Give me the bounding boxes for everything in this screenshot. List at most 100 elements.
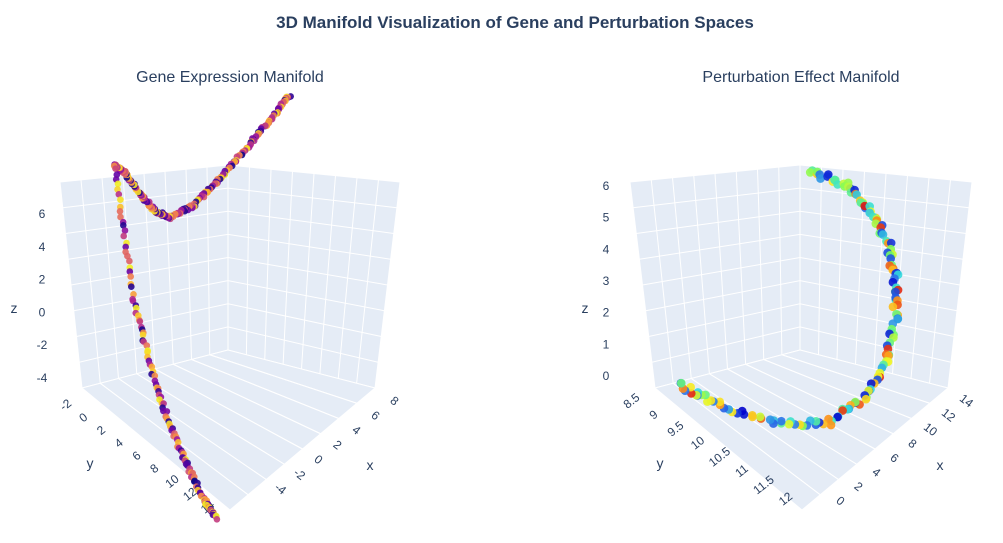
data-point [114,180,122,188]
x-tick-label: 8 [906,436,920,451]
y-tick-label: 9.5 [665,418,687,440]
wall-gridline-horizontal [68,233,391,260]
z-tick-label: 0 [39,305,46,319]
data-point [117,213,124,221]
subplot-title-perturbation: Perturbation Effect Manifold [702,69,899,86]
x-tick-label: 8 [388,393,402,408]
floor-gridline [191,359,339,419]
z-tick-label: 0 [603,369,610,383]
wall-gridline-horizontal [642,256,961,286]
data-point [115,191,123,198]
data-point [112,165,119,172]
data-point [130,291,137,298]
x-tick-label: 2 [852,479,866,494]
data-point [677,378,686,388]
z-tick-label: -4 [37,371,48,385]
wall-gridline-horizontal [79,326,379,363]
wall-gridline-vertical [185,169,192,360]
z-tick-label: 6 [603,179,610,193]
x-tick-label: 12 [939,406,958,425]
data-point [703,397,712,406]
wall-gridline-horizontal [651,326,952,363]
data-point [136,318,144,325]
wall-gridline-horizontal [70,256,388,286]
z-tick-label: 4 [39,240,46,254]
data-point [805,168,815,177]
data-point [784,419,794,429]
z-tick-label: 2 [603,306,610,320]
x-axis-label: x [937,457,944,473]
x-axis-label: x [367,457,374,473]
wall-gridline-horizontal [639,233,964,260]
floor-gridline [763,359,912,419]
wall-gridline-vertical [873,173,887,370]
y-tick-label: 10 [688,433,707,452]
wall-gridline-horizontal [636,210,967,234]
y-tick-label: 4 [112,435,126,450]
figure-title: 3D Manifold Visualization of Gene and Pe… [276,13,754,32]
data-point [121,227,129,234]
data-point [126,268,134,275]
wall-gridline-horizontal [76,303,382,337]
wall-gridline-horizontal [65,210,394,234]
wall-gridline-vertical [164,171,174,365]
x-tick-label: -4 [272,480,289,498]
data-point [151,372,159,380]
y-tick-label: 0 [76,410,90,425]
y-tick-label: 2 [94,423,108,438]
wall-gridline-horizontal [633,187,970,209]
data-point [838,406,847,415]
z-tick-label: 1 [603,337,610,351]
z-axis-label: z [11,300,18,316]
wall-gridline-vertical [356,179,379,384]
data-point [878,230,888,239]
x-tick-label: 0 [312,452,326,467]
wall-gridline-vertical [337,177,358,379]
wall-gridline-vertical [929,179,951,384]
floor-gridline [690,378,839,480]
y-tick-label: 8 [147,461,161,476]
x-tick-label: 2 [331,437,345,452]
data-point [163,408,171,415]
floor-gridline [727,368,876,450]
data-point [144,348,151,356]
data-point [127,273,134,280]
floor-gridline [781,354,930,404]
z-tick-label: 2 [39,273,46,287]
floor-gridline [672,382,821,496]
wall-gridline-vertical [735,171,747,365]
data-point [128,283,135,291]
data-point [765,415,775,425]
data-point [777,416,786,426]
z-tick-label: -2 [37,338,48,352]
wall-gridline-vertical [301,173,315,370]
floor-gridline [745,363,894,435]
z-tick-label: 3 [603,274,610,288]
y-tick-label: -2 [57,396,74,414]
y-tick-label: 6 [130,448,144,463]
x-tick-label: 4 [870,465,884,480]
data-point [139,331,147,339]
data-point [143,342,151,349]
data-point [886,254,895,263]
wall-gridline-horizontal [73,280,385,312]
x-tick-label: 6 [888,450,902,465]
data-point [888,302,898,312]
perturbation-effect-scene[interactable]: 6543210z8.599.51010.51111.512y1412108642… [0,0,976,511]
y-tick-label: 9 [647,407,661,422]
data-point [126,257,133,265]
floor-gridline [118,378,267,480]
x-tick-label: 14 [957,391,976,410]
data-point [120,232,127,240]
data-point [120,222,127,229]
wall-gridline-horizontal [648,303,955,337]
floor-gridline [154,368,303,450]
data-point [116,208,124,215]
y-tick-label: 8.5 [621,390,643,412]
wall-gridline-vertical [319,175,336,374]
wall-gridline-horizontal [645,280,958,312]
data-point [715,397,725,407]
data-point [861,394,871,404]
z-tick-label: 4 [603,242,610,256]
